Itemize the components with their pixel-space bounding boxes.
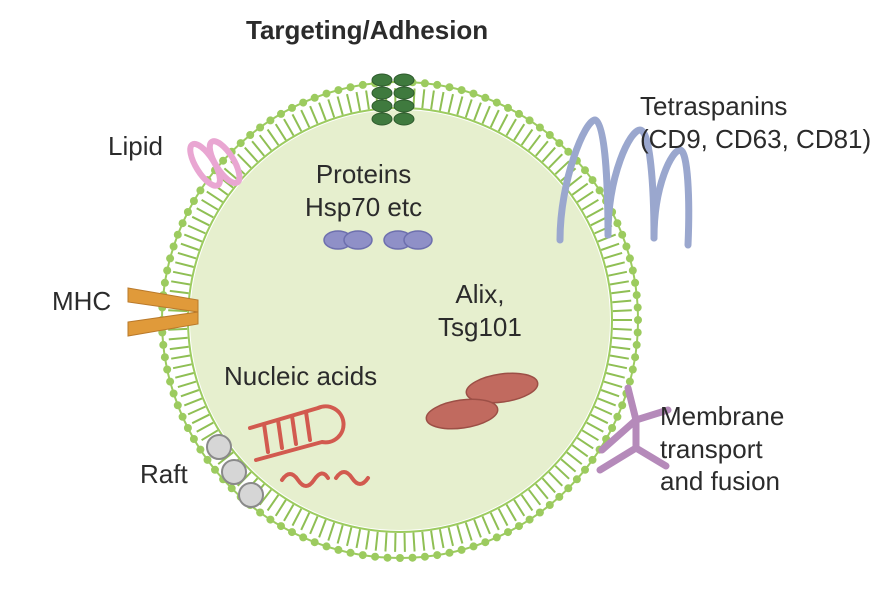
label-alix: Alix, Tsg101 [438, 278, 522, 343]
label-membrane-l2: transport [660, 434, 763, 464]
label-proteins: Proteins Hsp70 etc [305, 158, 422, 223]
label-raft: Raft [140, 458, 188, 491]
label-proteins-l1: Proteins [316, 159, 411, 189]
label-alix-l1: Alix, [455, 279, 504, 309]
label-proteins-l2: Hsp70 etc [305, 192, 422, 222]
label-tetraspanins-l2: (CD9, CD63, CD81) [640, 124, 871, 154]
label-membrane: Membrane transport and fusion [660, 400, 784, 498]
label-nucleic: Nucleic acids [224, 360, 377, 393]
label-alix-l2: Tsg101 [438, 312, 522, 342]
label-targeting: Targeting/Adhesion [246, 14, 488, 47]
label-mhc: MHC [52, 285, 111, 318]
label-lipid: Lipid [108, 130, 163, 163]
label-membrane-l1: Membrane [660, 401, 784, 431]
label-tetraspanins: Tetraspanins (CD9, CD63, CD81) [640, 90, 871, 155]
label-membrane-l3: and fusion [660, 466, 780, 496]
exosome-diagram: { "diagram": { "type": "infographic", "b… [0, 0, 896, 599]
label-tetraspanins-l1: Tetraspanins [640, 91, 787, 121]
